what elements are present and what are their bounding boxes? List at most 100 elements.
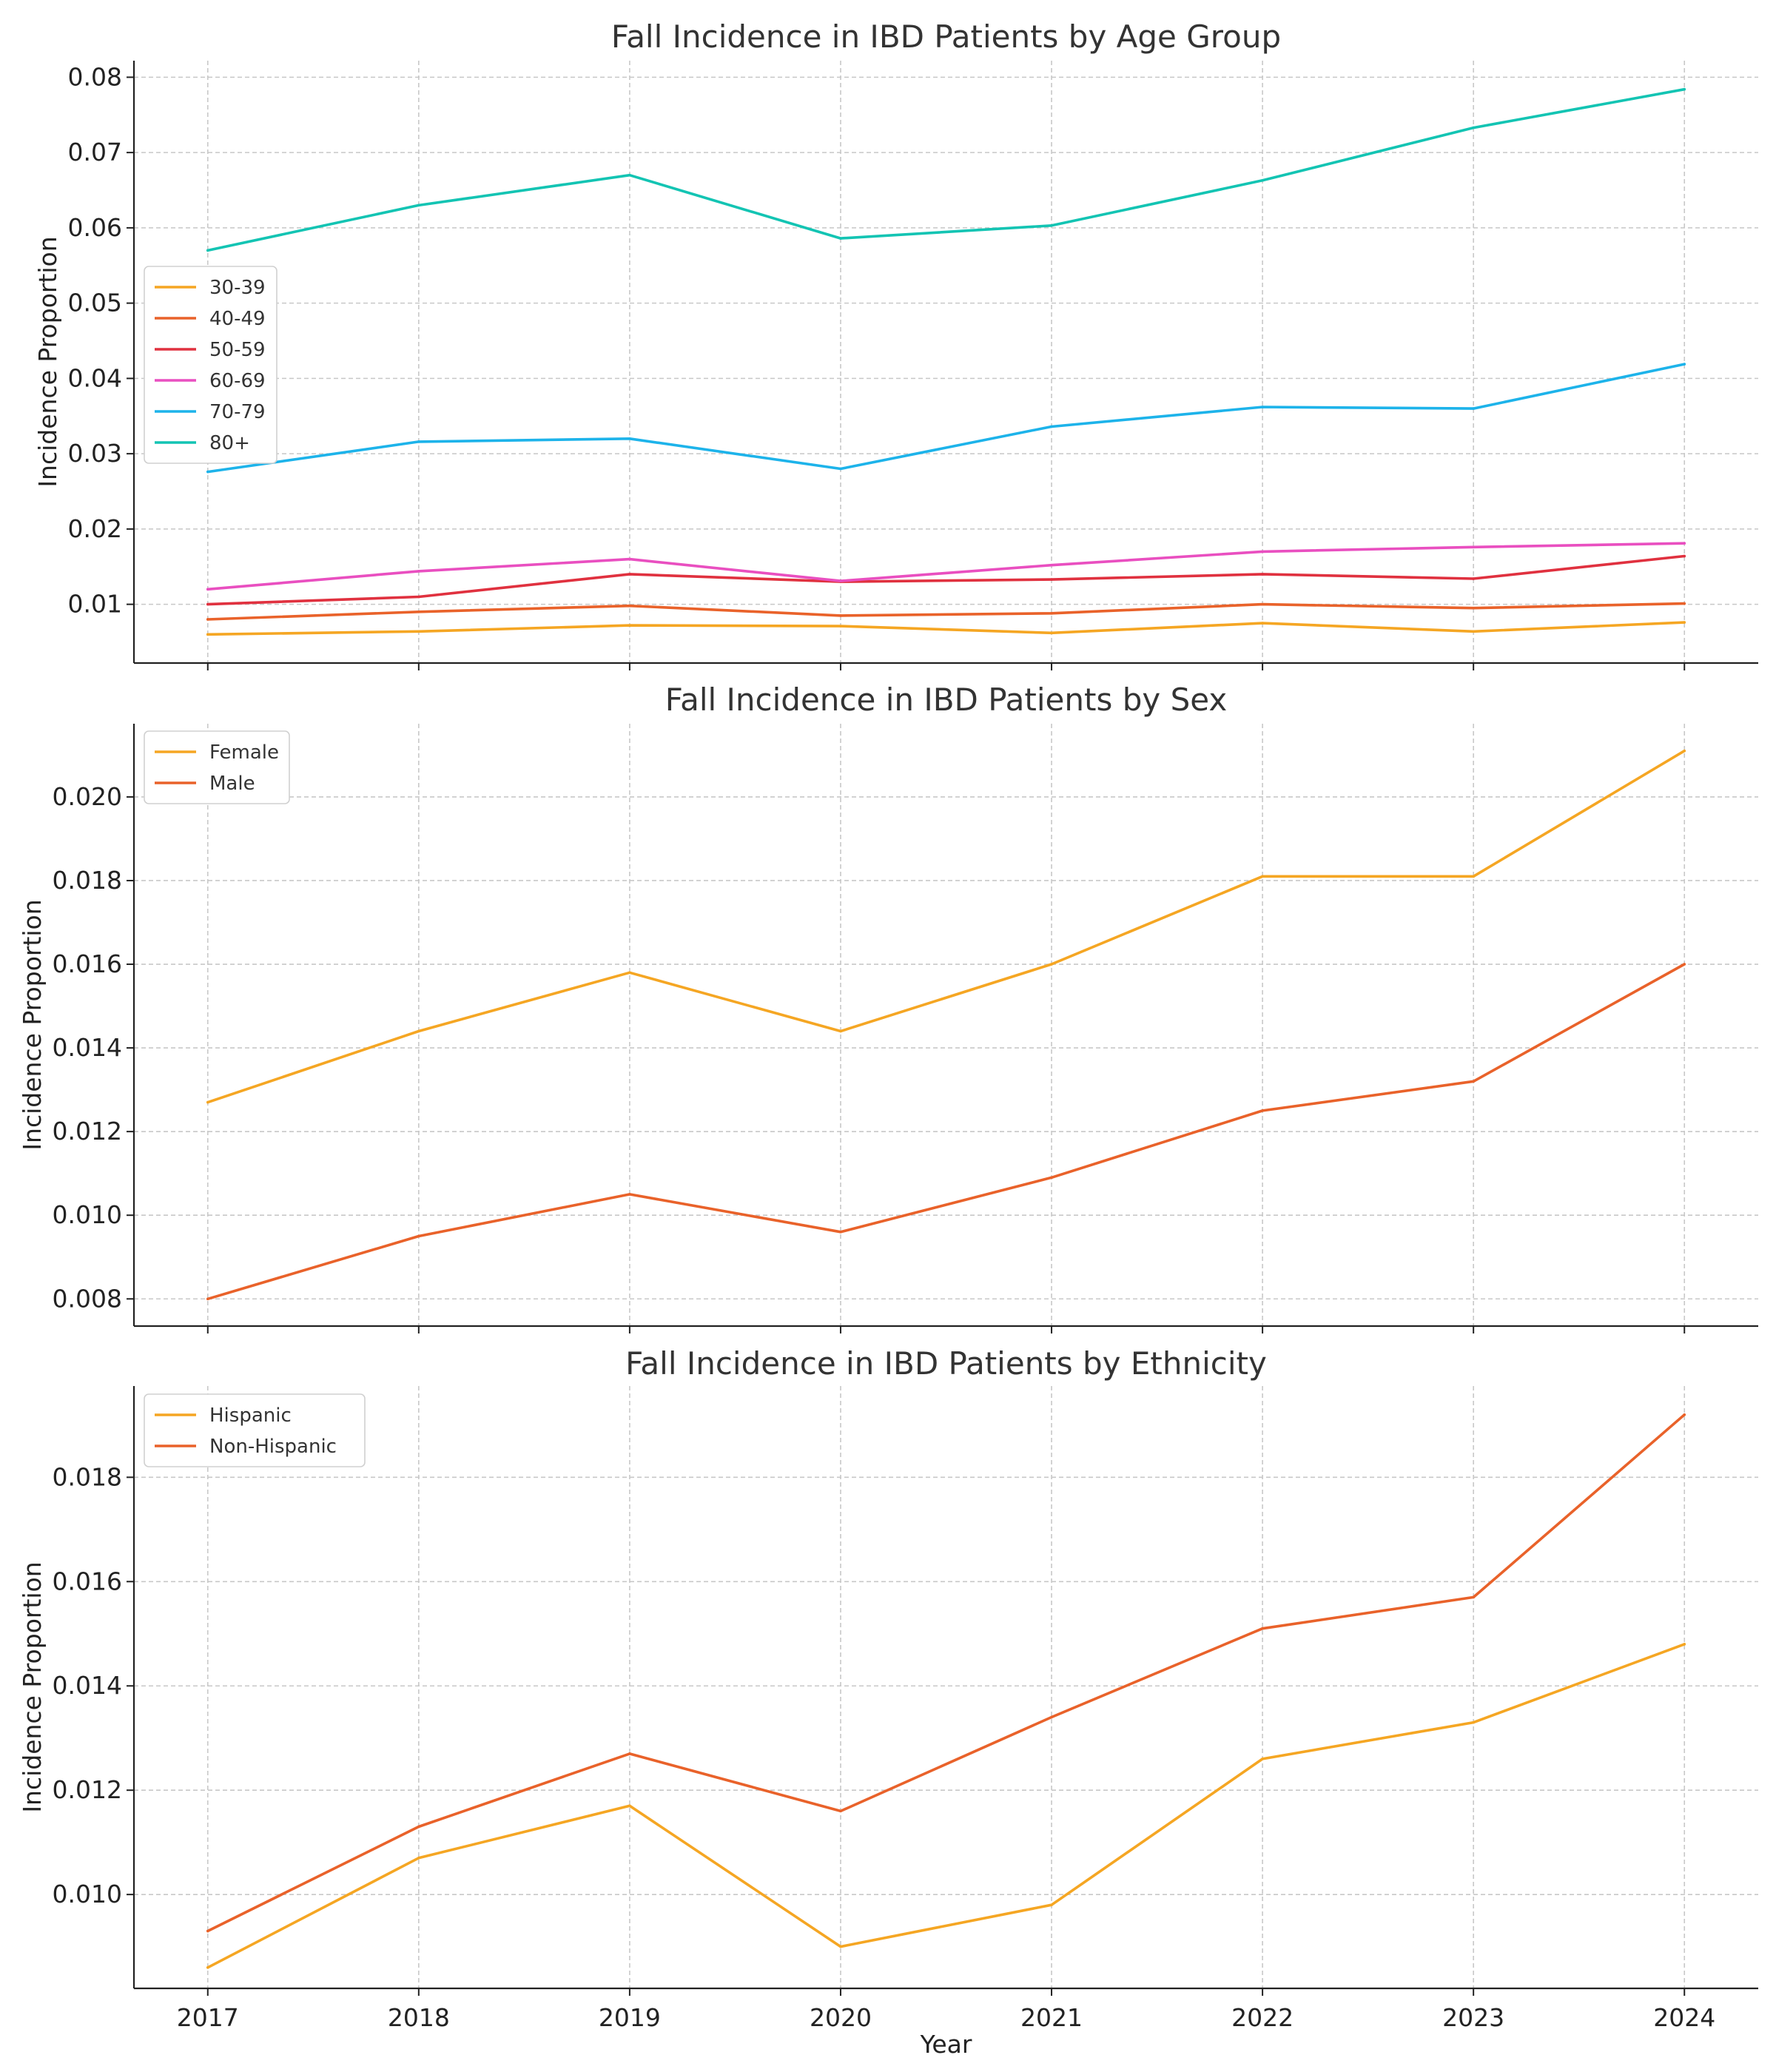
data-point xyxy=(417,630,420,633)
legend-label: Non-Hispanic xyxy=(209,1436,337,1458)
data-point xyxy=(1261,1627,1264,1630)
data-point xyxy=(839,1945,842,1948)
y-tick-label: 0.05 xyxy=(68,289,122,317)
series-line-70-79 xyxy=(206,363,1686,474)
data-point xyxy=(1050,224,1053,227)
x-tick-label: 2023 xyxy=(1442,2003,1504,2032)
data-point xyxy=(206,633,209,636)
legend-label: 30-39 xyxy=(209,277,266,299)
legend-box xyxy=(144,730,290,804)
data-point xyxy=(839,467,842,471)
y-tick-label: 0.03 xyxy=(68,439,122,468)
data-point xyxy=(628,573,631,576)
data-point xyxy=(839,625,842,628)
legend-label: Female xyxy=(209,741,279,764)
data-point xyxy=(1683,87,1686,91)
data-point xyxy=(1683,749,1686,753)
y-axis-label: Incidence Proportion xyxy=(33,236,62,487)
data-point xyxy=(1050,1176,1053,1180)
data-point xyxy=(1261,602,1264,606)
x-tick-label: 2018 xyxy=(388,2003,450,2032)
x-tick-label: 2020 xyxy=(810,2003,872,2032)
chart-panel-1: Fall Incidence in IBD Patients by Age Gr… xyxy=(33,18,1758,670)
data-point xyxy=(1050,578,1053,581)
series-line-40-49 xyxy=(206,602,1686,621)
data-point xyxy=(1472,630,1475,633)
x-tick-label: 2024 xyxy=(1653,2003,1715,2032)
y-tick-label: 0.018 xyxy=(53,1462,122,1491)
chart-panel-2: Fall Incidence in IBD Patients by Sex 0.0… xyxy=(18,682,1758,1333)
data-point xyxy=(1472,1595,1475,1599)
y-tick-label: 0.014 xyxy=(53,1033,122,1062)
chart-panel-3: Fall Incidence in IBD Patients by Ethnic… xyxy=(18,1345,1758,2059)
data-point xyxy=(628,173,631,177)
y-tick-label: 0.010 xyxy=(53,1880,122,1908)
data-point xyxy=(1261,178,1264,182)
legend-box xyxy=(144,266,278,464)
data-point xyxy=(417,1234,420,1238)
y-tick-label: 0.010 xyxy=(53,1200,122,1229)
legend-label: Hispanic xyxy=(209,1405,292,1427)
data-point xyxy=(206,1297,209,1301)
legend-label: Male xyxy=(209,773,255,795)
data-point xyxy=(1050,612,1053,615)
series-line-80- xyxy=(206,87,1686,252)
x-tick-label: 2021 xyxy=(1020,2003,1083,2032)
data-point xyxy=(1050,563,1053,567)
data-point xyxy=(628,604,631,608)
series-line-male xyxy=(206,963,1686,1301)
data-point xyxy=(1261,1109,1264,1112)
series-line-30-39 xyxy=(206,621,1686,636)
data-point xyxy=(839,614,842,617)
chart-title: Fall Incidence in IBD Patients by Sex xyxy=(665,682,1227,718)
y-tick-label: 0.02 xyxy=(68,514,122,543)
data-point xyxy=(1050,963,1053,966)
chart-title: Fall Incidence in IBD Patients by Ethnic… xyxy=(625,1345,1267,1382)
data-point xyxy=(839,579,842,582)
series-line-hispanic xyxy=(206,1643,1686,1969)
data-point xyxy=(417,1825,420,1829)
data-point xyxy=(206,1100,209,1104)
data-point xyxy=(1683,1643,1686,1646)
data-point xyxy=(417,595,420,599)
y-tick-label: 0.06 xyxy=(68,213,122,242)
y-tick-label: 0.014 xyxy=(53,1671,122,1700)
x-axis-label: Year xyxy=(920,2030,972,2059)
data-point xyxy=(1683,542,1686,545)
legend: Female Male xyxy=(144,730,290,804)
y-tick-label: 0.01 xyxy=(68,590,122,619)
y-tick-label: 0.016 xyxy=(53,949,122,978)
data-point xyxy=(628,1193,631,1196)
data-point xyxy=(628,1804,631,1808)
data-point xyxy=(417,440,420,443)
legend: Hispanic Non-Hispanic xyxy=(144,1393,366,1467)
data-point xyxy=(1472,577,1475,580)
legend-box xyxy=(144,1393,366,1467)
data-point xyxy=(1261,622,1264,625)
data-point xyxy=(206,1966,209,1969)
y-tick-label: 0.012 xyxy=(53,1117,122,1146)
series-line-female xyxy=(206,749,1686,1104)
y-tick-label: 0.016 xyxy=(53,1567,122,1595)
data-point xyxy=(1472,1080,1475,1083)
data-point xyxy=(628,1752,631,1755)
data-point xyxy=(206,602,209,606)
legend-label: 60-69 xyxy=(209,370,266,392)
y-tick-label: 0.018 xyxy=(53,866,122,895)
data-point xyxy=(1050,425,1053,428)
y-tick-label: 0.08 xyxy=(68,62,122,91)
data-point xyxy=(206,618,209,621)
series-line-non-hispanic xyxy=(206,1413,1686,1933)
data-point xyxy=(1050,631,1053,635)
data-point xyxy=(417,1029,420,1033)
data-point xyxy=(206,470,209,474)
y-tick-label: 0.04 xyxy=(68,363,122,392)
data-point xyxy=(839,1231,842,1234)
y-tick-label: 0.020 xyxy=(53,782,122,811)
chart-title: Fall Incidence in IBD Patients by Age Gr… xyxy=(611,18,1281,55)
data-point xyxy=(839,1029,842,1033)
data-point xyxy=(417,1857,420,1860)
data-point xyxy=(1261,875,1264,878)
y-axis-label: Incidence Proportion xyxy=(18,899,47,1150)
